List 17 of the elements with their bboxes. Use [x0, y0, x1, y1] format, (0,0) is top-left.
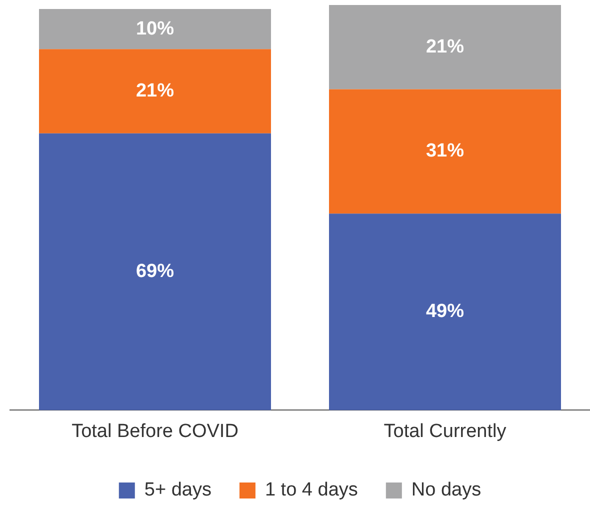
data-label: 10% — [136, 18, 174, 40]
bar — [39, 49, 271, 134]
data-label: 21% — [136, 80, 174, 102]
bar — [329, 5, 561, 90]
data-label: 69% — [136, 261, 174, 282]
data-label: 49% — [426, 301, 464, 322]
x-tick-label: Total Currently — [384, 420, 507, 442]
x-tick-label: Total Before COVID — [72, 420, 238, 442]
data-label: 21% — [426, 36, 464, 58]
bar — [329, 89, 561, 214]
data-label: 31% — [426, 140, 464, 162]
legend-label: 5+ days — [144, 480, 212, 501]
bar — [329, 214, 561, 410]
legend-label: No days — [411, 480, 482, 501]
legend-label: 1 to 4 days — [264, 480, 358, 501]
bar — [39, 133, 271, 410]
bar — [39, 9, 271, 50]
